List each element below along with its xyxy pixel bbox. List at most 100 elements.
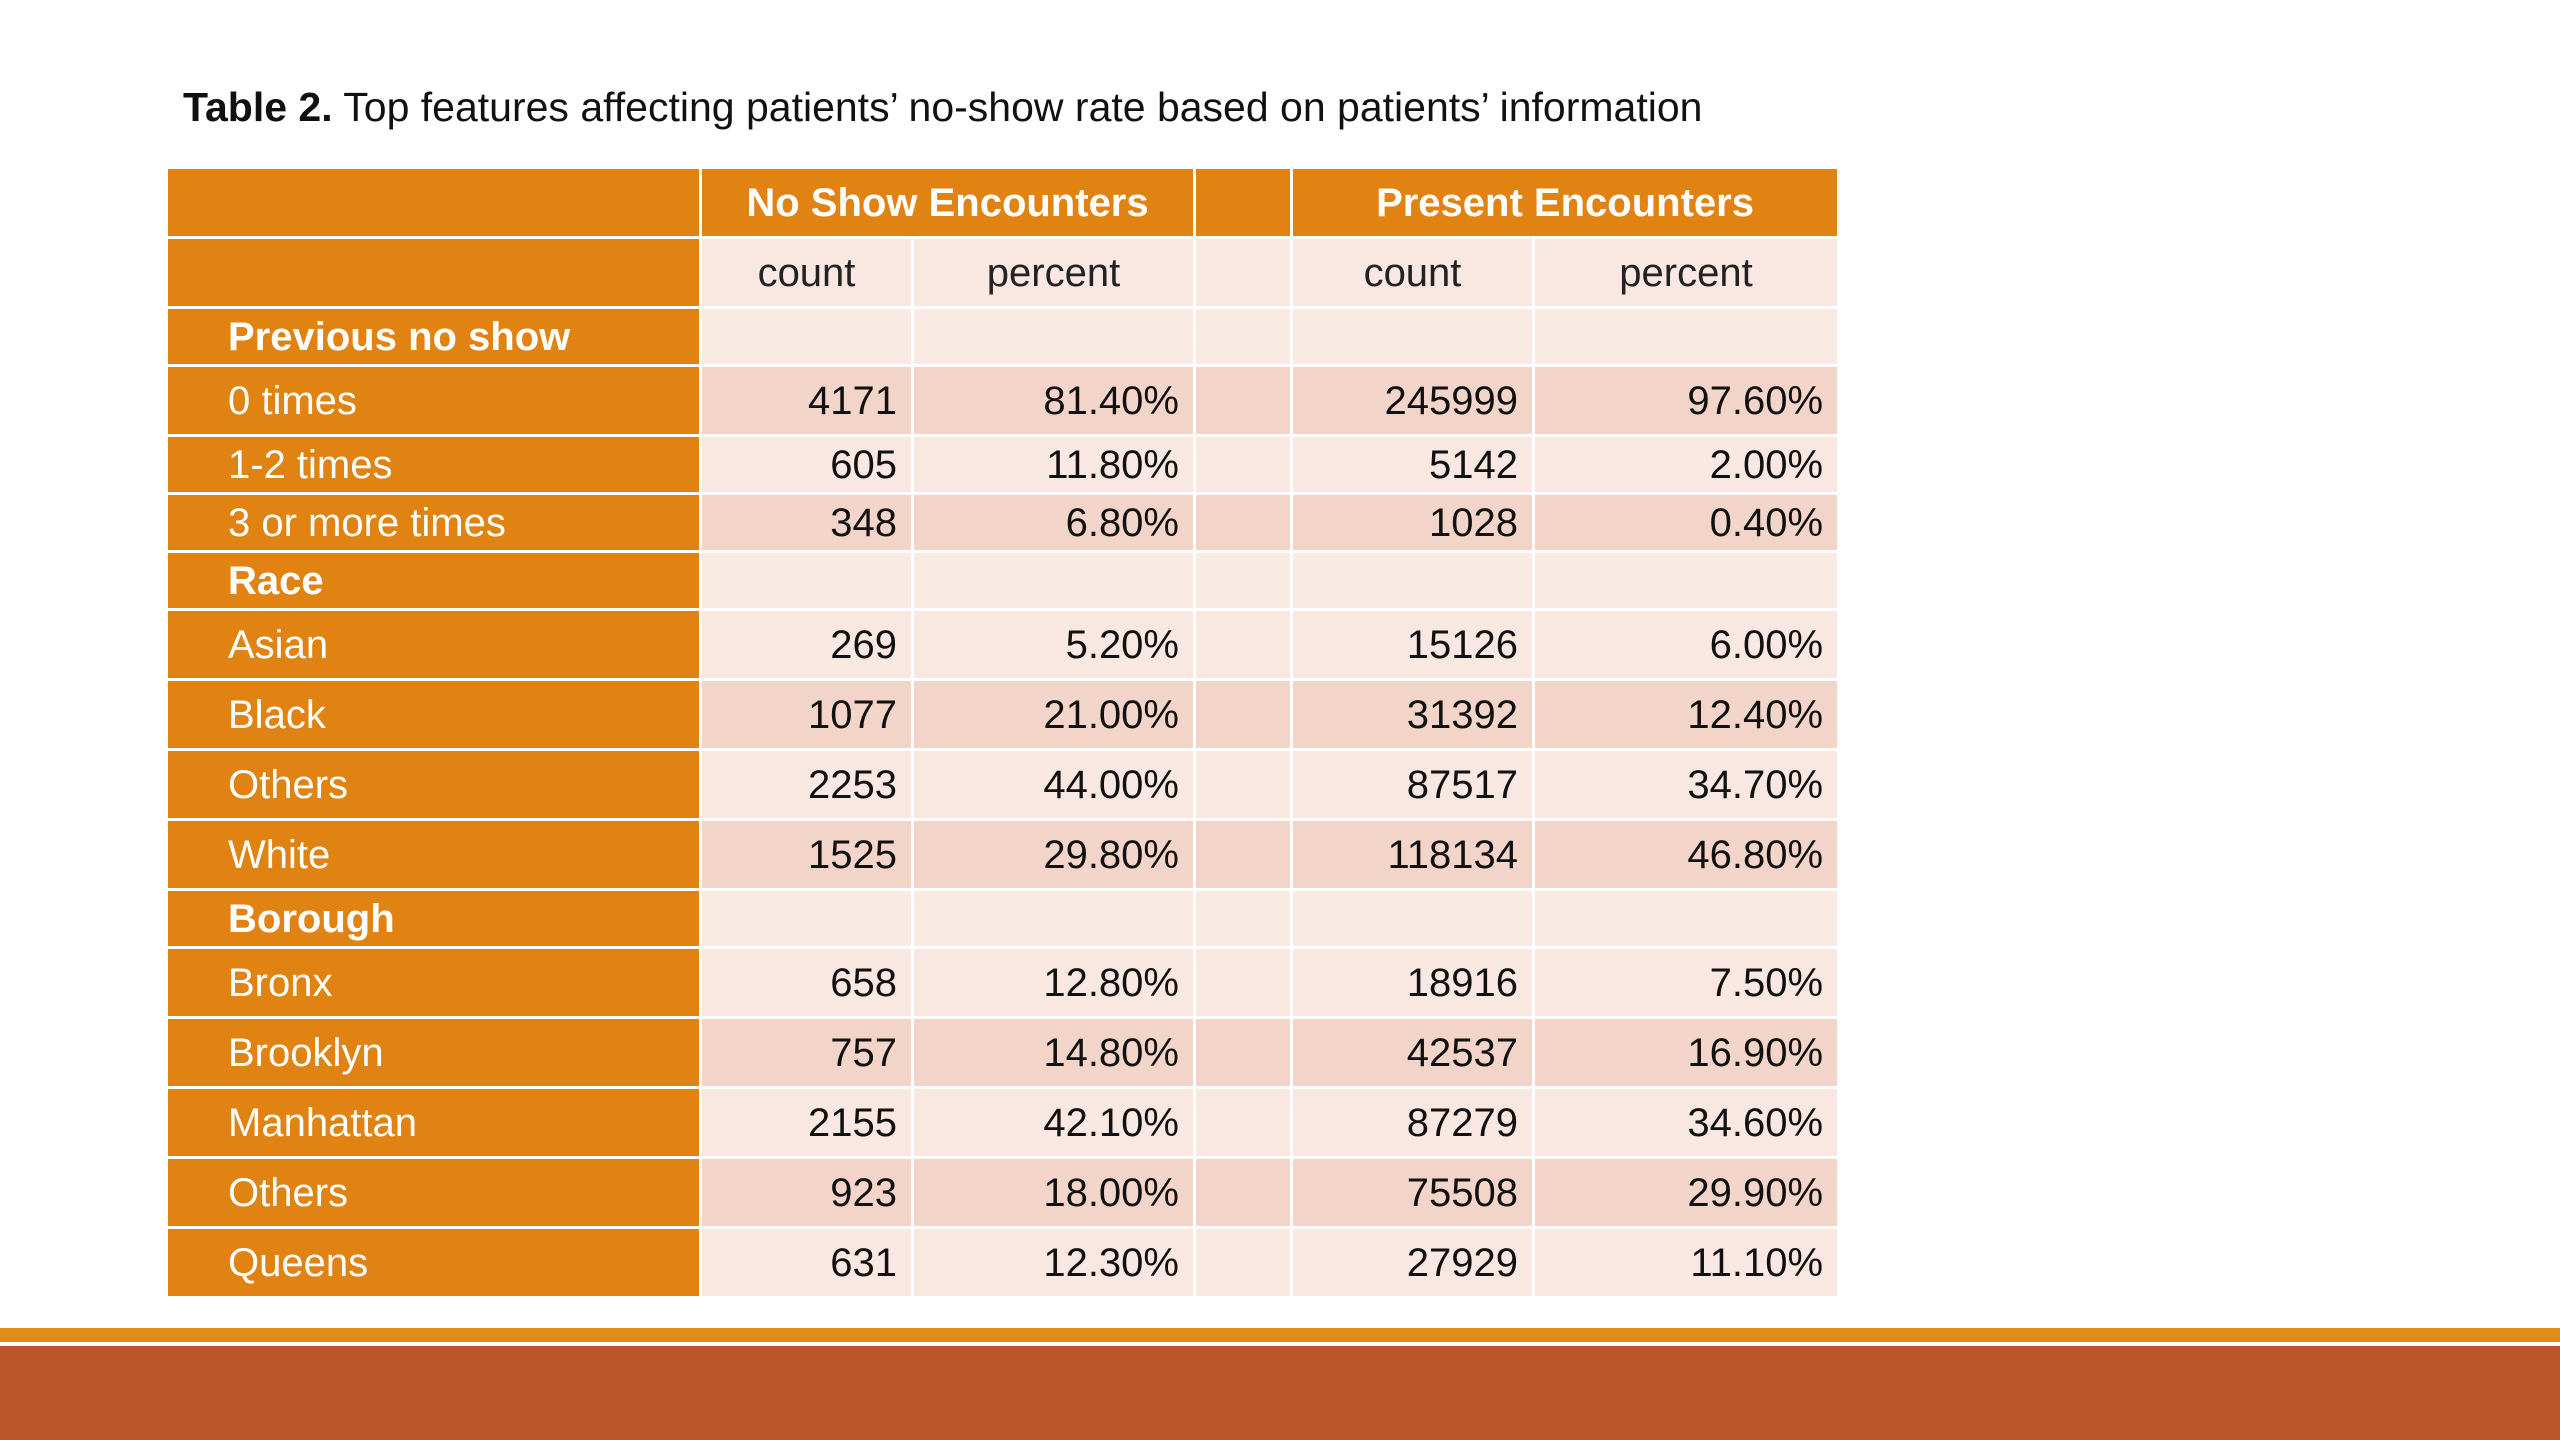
section-row: Race <box>165 550 1841 611</box>
no-show-count-cell: 1525 <box>699 818 914 891</box>
table-row: Asian 269 5.20% 15126 6.00% <box>165 608 1841 681</box>
table-caption: Table 2. Top features affecting patients… <box>183 84 1702 131</box>
row-label: White <box>165 818 702 891</box>
no-show-percent-cell: 21.00% <box>911 678 1196 751</box>
spacer-cell <box>1193 1226 1293 1299</box>
present-percent-cell: 6.00% <box>1531 608 1841 681</box>
present-count-cell: 31392 <box>1290 678 1535 751</box>
data-table: No Show Encounters Present Encounters co… <box>165 166 1841 1299</box>
no-show-count-cell: 269 <box>699 608 914 681</box>
empty-cell <box>911 306 1196 367</box>
row-label: Others <box>165 1156 702 1229</box>
table-row: 3 or more times 348 6.80% 1028 0.40% <box>165 492 1841 553</box>
present-percent-cell: 46.80% <box>1531 818 1841 891</box>
row-label: Others <box>165 748 702 821</box>
no-show-count-cell: 2253 <box>699 748 914 821</box>
no-show-count-cell: 4171 <box>699 364 914 437</box>
table-row: Bronx 658 12.80% 18916 7.50% <box>165 946 1841 1019</box>
present-percent-cell: 0.40% <box>1531 492 1841 553</box>
empty-cell <box>1531 550 1841 611</box>
row-label: Asian <box>165 608 702 681</box>
no-show-percent-cell: 14.80% <box>911 1016 1196 1089</box>
present-count-cell: 27929 <box>1290 1226 1535 1299</box>
header-spacer-cell <box>1193 166 1293 239</box>
spacer-cell <box>1193 748 1293 821</box>
spacer-cell <box>1193 492 1293 553</box>
header-no-show-encounters: No Show Encounters <box>699 166 1196 239</box>
empty-cell <box>1193 888 1293 949</box>
empty-cell <box>911 888 1196 949</box>
table-row: 0 times 4171 81.40% 245999 97.60% <box>165 364 1841 437</box>
no-show-count-cell: 923 <box>699 1156 914 1229</box>
spacer-cell <box>1193 434 1293 495</box>
section-label: Previous no show <box>165 306 702 367</box>
present-count-cell: 15126 <box>1290 608 1535 681</box>
present-count-cell: 75508 <box>1290 1156 1535 1229</box>
no-show-percent-cell: 5.20% <box>911 608 1196 681</box>
no-show-count-cell: 348 <box>699 492 914 553</box>
no-show-percent-cell: 18.00% <box>911 1156 1196 1229</box>
present-count-cell: 5142 <box>1290 434 1535 495</box>
subheader-percent-no-show: percent <box>911 236 1196 309</box>
present-count-cell: 87279 <box>1290 1086 1535 1159</box>
subheader-corner-cell <box>165 236 702 309</box>
present-count-cell: 118134 <box>1290 818 1535 891</box>
no-show-percent-cell: 44.00% <box>911 748 1196 821</box>
header-present-encounters: Present Encounters <box>1289 166 1841 239</box>
present-percent-cell: 34.70% <box>1531 748 1841 821</box>
table-row: White 1525 29.80% 118134 46.80% <box>165 818 1841 891</box>
no-show-percent-cell: 6.80% <box>911 492 1196 553</box>
present-percent-cell: 12.40% <box>1531 678 1841 751</box>
row-label: Black <box>165 678 702 751</box>
empty-cell <box>1290 888 1535 949</box>
empty-cell <box>699 888 914 949</box>
footer-band <box>0 1346 2560 1440</box>
table-row: Brooklyn 757 14.80% 42537 16.90% <box>165 1016 1841 1089</box>
empty-cell <box>1290 550 1535 611</box>
no-show-percent-cell: 29.80% <box>911 818 1196 891</box>
present-percent-cell: 7.50% <box>1531 946 1841 1019</box>
present-percent-cell: 2.00% <box>1531 434 1841 495</box>
spacer-cell <box>1193 946 1293 1019</box>
row-label: Manhattan <box>165 1086 702 1159</box>
present-count-cell: 1028 <box>1290 492 1535 553</box>
empty-cell <box>1290 306 1535 367</box>
no-show-percent-cell: 81.40% <box>911 364 1196 437</box>
no-show-count-cell: 2155 <box>699 1086 914 1159</box>
row-label: Bronx <box>165 946 702 1019</box>
table-row: Queens 631 12.30% 27929 11.10% <box>165 1226 1841 1299</box>
empty-cell <box>911 550 1196 611</box>
empty-cell <box>699 550 914 611</box>
no-show-percent-cell: 42.10% <box>911 1086 1196 1159</box>
table-row: Manhattan 2155 42.10% 87279 34.60% <box>165 1086 1841 1159</box>
table-row: Others 923 18.00% 75508 29.90% <box>165 1156 1841 1229</box>
subheader-count-present: count <box>1290 236 1535 309</box>
present-count-cell: 42537 <box>1290 1016 1535 1089</box>
table-row: Black 1077 21.00% 31392 12.40% <box>165 678 1841 751</box>
present-count-cell: 18916 <box>1290 946 1535 1019</box>
present-percent-cell: 97.60% <box>1531 364 1841 437</box>
no-show-count-cell: 658 <box>699 946 914 1019</box>
empty-cell <box>1531 306 1841 367</box>
no-show-percent-cell: 12.30% <box>911 1226 1196 1299</box>
present-percent-cell: 29.90% <box>1531 1156 1841 1229</box>
empty-cell <box>699 306 914 367</box>
no-show-percent-cell: 11.80% <box>911 434 1196 495</box>
no-show-percent-cell: 12.80% <box>911 946 1196 1019</box>
table-caption-label: Table 2. <box>183 84 333 130</box>
present-percent-cell: 11.10% <box>1531 1226 1841 1299</box>
spacer-cell <box>1193 1016 1293 1089</box>
table-row: Others 2253 44.00% 87517 34.70% <box>165 748 1841 821</box>
table-body: No Show Encounters Present Encounters co… <box>165 166 1841 1299</box>
subheader-percent-present: percent <box>1531 236 1841 309</box>
section-label: Borough <box>165 888 702 949</box>
row-label: Brooklyn <box>165 1016 702 1089</box>
group-header-row: No Show Encounters Present Encounters <box>165 166 1841 239</box>
section-row: Previous no show <box>165 306 1841 367</box>
empty-cell <box>1531 888 1841 949</box>
header-corner-cell <box>165 166 702 239</box>
no-show-count-cell: 757 <box>699 1016 914 1089</box>
table-row: 1-2 times 605 11.80% 5142 2.00% <box>165 434 1841 495</box>
section-row: Borough <box>165 888 1841 949</box>
empty-cell <box>1193 306 1293 367</box>
